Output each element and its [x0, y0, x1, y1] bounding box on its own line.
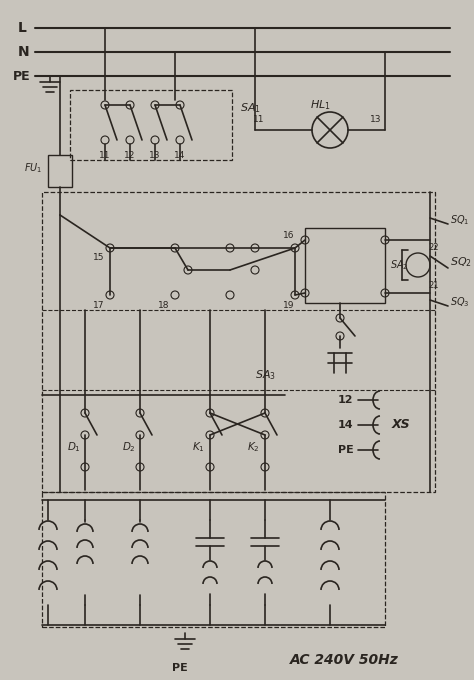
Text: 22: 22 [428, 243, 438, 252]
Bar [48, 155, 72, 187]
Text: 21: 21 [428, 282, 438, 290]
Bar [305, 228, 385, 303]
Text: $SQ_3$: $SQ_3$ [450, 295, 470, 309]
Text: 15: 15 [93, 254, 104, 262]
Text: $D_1$: $D_1$ [67, 440, 81, 454]
Text: PE: PE [13, 69, 31, 82]
Text: $K_1$: $K_1$ [192, 440, 205, 454]
Text: $D_2$: $D_2$ [122, 440, 136, 454]
Text: $FU_1$: $FU_1$ [24, 161, 42, 175]
Text: $SA_3$: $SA_3$ [255, 368, 276, 382]
Text: XS: XS [392, 418, 410, 432]
Bar [42, 192, 435, 492]
Text: 11: 11 [253, 116, 264, 124]
Text: $SQ_1$: $SQ_1$ [450, 213, 469, 227]
Text: $SQ_2$: $SQ_2$ [450, 255, 472, 269]
Text: L: L [18, 21, 27, 35]
Text: 16: 16 [283, 231, 294, 241]
Text: 12: 12 [124, 150, 136, 160]
Text: PE: PE [338, 445, 354, 455]
Text: 13: 13 [370, 116, 382, 124]
Text: 14: 14 [338, 420, 354, 430]
Text: PE: PE [172, 663, 188, 673]
Text: 18: 18 [158, 301, 170, 309]
Text: $K_2$: $K_2$ [247, 440, 260, 454]
Text: 12: 12 [338, 395, 354, 405]
Text: AC 240V 50Hz: AC 240V 50Hz [290, 653, 399, 667]
Text: 11: 11 [99, 150, 110, 160]
Text: 13: 13 [149, 150, 161, 160]
Bar [42, 492, 385, 627]
Text: $HL_1$: $HL_1$ [310, 98, 331, 112]
Text: 19: 19 [283, 301, 294, 309]
Bar [70, 90, 232, 160]
Text: 17: 17 [93, 301, 104, 309]
Text: $SA_2$: $SA_2$ [390, 258, 409, 272]
Text: 14: 14 [174, 150, 185, 160]
Text: N: N [18, 45, 29, 59]
Text: $SA_1$: $SA_1$ [240, 101, 261, 115]
